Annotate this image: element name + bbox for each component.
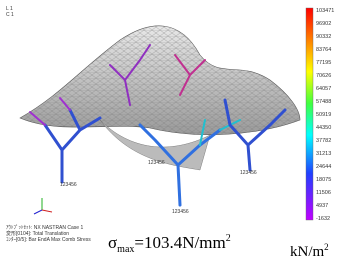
colorbar bbox=[306, 8, 313, 220]
colorbar-tick-label: 96902 bbox=[316, 21, 331, 27]
colorbar-tick-label: -1632 bbox=[316, 216, 330, 222]
colorbar-tick-label: 50919 bbox=[316, 112, 331, 118]
unit: kN/m2 bbox=[290, 242, 329, 260]
colorbar-tick-label: 83764 bbox=[316, 47, 331, 53]
node-label: 123456 bbox=[60, 182, 77, 188]
colorbar-tick-label: 70626 bbox=[316, 73, 331, 79]
page: L 1 C 1 123456 123456 123456 123456 ｱｳﾄﾌ… bbox=[0, 0, 341, 263]
node-label: 123456 bbox=[148, 160, 165, 166]
info-line: 変形[0104]: Total Translation bbox=[6, 230, 69, 237]
colorbar-tick-label: 18075 bbox=[316, 177, 331, 183]
colorbar-tick-label: 103471 bbox=[316, 8, 334, 14]
colorbar-tick-label: 64057 bbox=[316, 86, 331, 92]
colorbar-tick-label: 57488 bbox=[316, 99, 331, 105]
caption-subscript: max bbox=[117, 244, 134, 255]
colorbar-tick-label: 11506 bbox=[316, 190, 331, 196]
unit-superscript: 2 bbox=[324, 242, 329, 252]
unit-text: kN/m bbox=[290, 244, 325, 260]
colorbar-tick-label: 44350 bbox=[316, 125, 331, 131]
caption-text: =103.4N/mm bbox=[134, 233, 225, 252]
node-label: 123456 bbox=[240, 170, 257, 176]
axis-triad bbox=[34, 198, 52, 214]
colorbar-tick-label: 90332 bbox=[316, 34, 331, 40]
colorbar-tick-label: 24644 bbox=[316, 164, 331, 170]
colorbar-tick-label: 31213 bbox=[316, 151, 331, 157]
caption: σmax=103.4N/mm2 bbox=[108, 233, 231, 255]
caption-superscript: 2 bbox=[226, 233, 231, 244]
colorbar-ticks: 103471 96902 90332 83764 77195 70626 64057 5748… bbox=[316, 8, 334, 222]
caption-symbol: σ bbox=[108, 233, 117, 252]
colorbar-tick-label: 4937 bbox=[316, 203, 328, 209]
figure: L 1 C 1 123456 123456 123456 123456 ｱｳﾄﾌ… bbox=[0, 0, 341, 263]
node-label: 123456 bbox=[172, 209, 189, 215]
info-line: ｱｳﾄﾌﾟｯﾄｾｯﾄ: NX NASTRAN Case 1 bbox=[6, 224, 83, 231]
colorbar-tick-label: 77195 bbox=[316, 60, 331, 66]
colorbar-tick-label: 37782 bbox=[316, 138, 331, 144]
header-line: C 1 bbox=[6, 12, 14, 18]
info-line: ｺﾝﾀｰ[0/5]: Bar EndA Max Comb Stress bbox=[6, 237, 91, 243]
